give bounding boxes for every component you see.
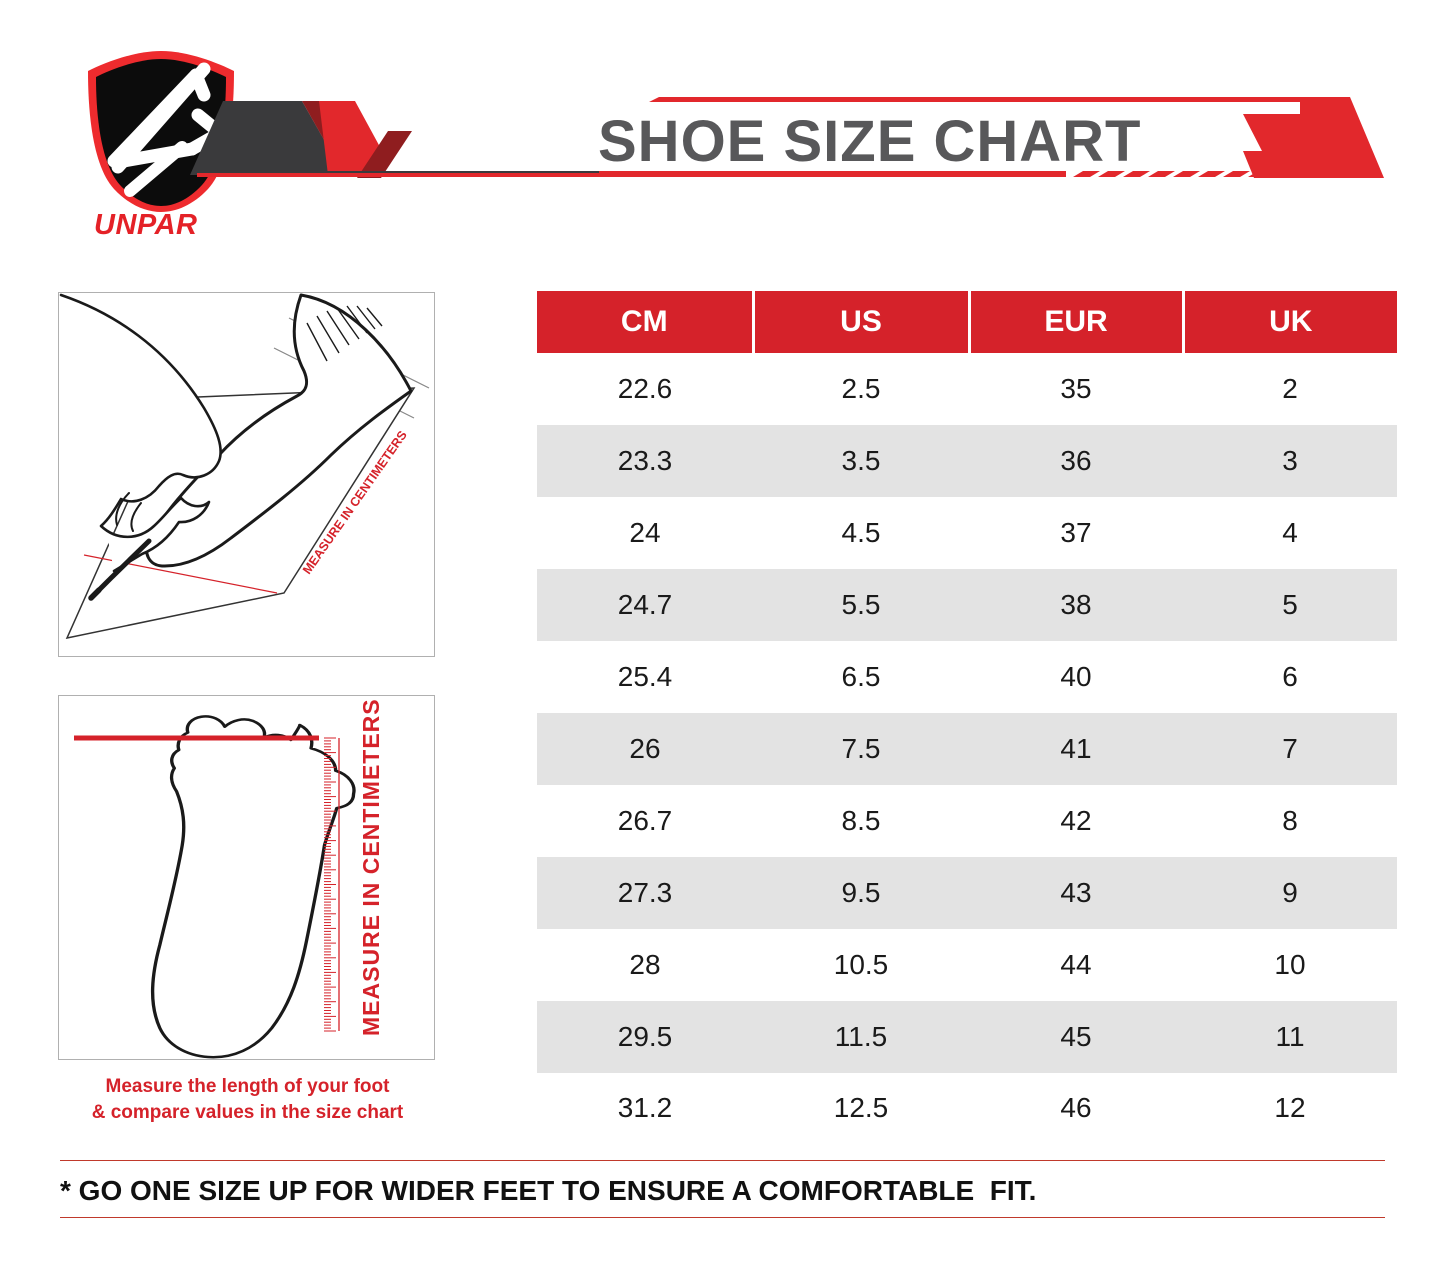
svg-text:MEASURE IN CENTIMETERS: MEASURE IN CENTIMETERS <box>358 698 384 1036</box>
